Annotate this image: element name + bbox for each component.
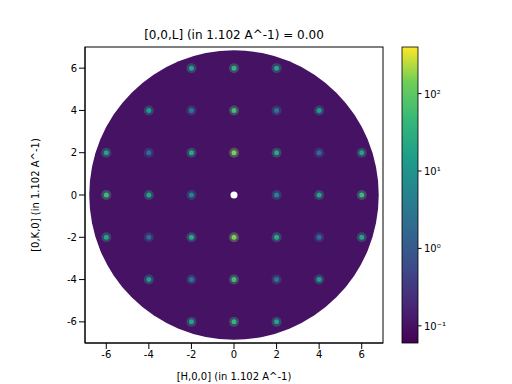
svg-text:-2: -2 bbox=[67, 232, 77, 243]
svg-text:0: 0 bbox=[71, 190, 77, 201]
svg-text:[H,0,0] (in 1.102 A^-1): [H,0,0] (in 1.102 A^-1) bbox=[177, 371, 292, 382]
svg-text:10⁻¹: 10⁻¹ bbox=[424, 321, 446, 332]
svg-text:10²: 10² bbox=[424, 89, 441, 100]
svg-text:4: 4 bbox=[71, 105, 77, 116]
svg-text:-4: -4 bbox=[67, 274, 77, 285]
svg-text:-6: -6 bbox=[67, 316, 77, 327]
svg-text:10¹: 10¹ bbox=[424, 166, 441, 177]
svg-text:10⁰: 10⁰ bbox=[424, 243, 441, 254]
svg-text:[0,0,L] (in 1.102 A^-1) = 0.00: [0,0,L] (in 1.102 A^-1) = 0.00 bbox=[144, 28, 324, 42]
svg-text:6: 6 bbox=[71, 63, 77, 74]
svg-text:-6: -6 bbox=[101, 349, 111, 360]
svg-text:6: 6 bbox=[359, 349, 365, 360]
svg-text:2: 2 bbox=[71, 147, 77, 158]
svg-text:0: 0 bbox=[231, 349, 237, 360]
svg-text:-2: -2 bbox=[186, 349, 196, 360]
svg-text:-4: -4 bbox=[144, 349, 154, 360]
svg-text:4: 4 bbox=[316, 349, 322, 360]
svg-text:[0,K,0] (in 1.102 A^-1): [0,K,0] (in 1.102 A^-1) bbox=[30, 138, 41, 252]
svg-text:2: 2 bbox=[273, 349, 279, 360]
